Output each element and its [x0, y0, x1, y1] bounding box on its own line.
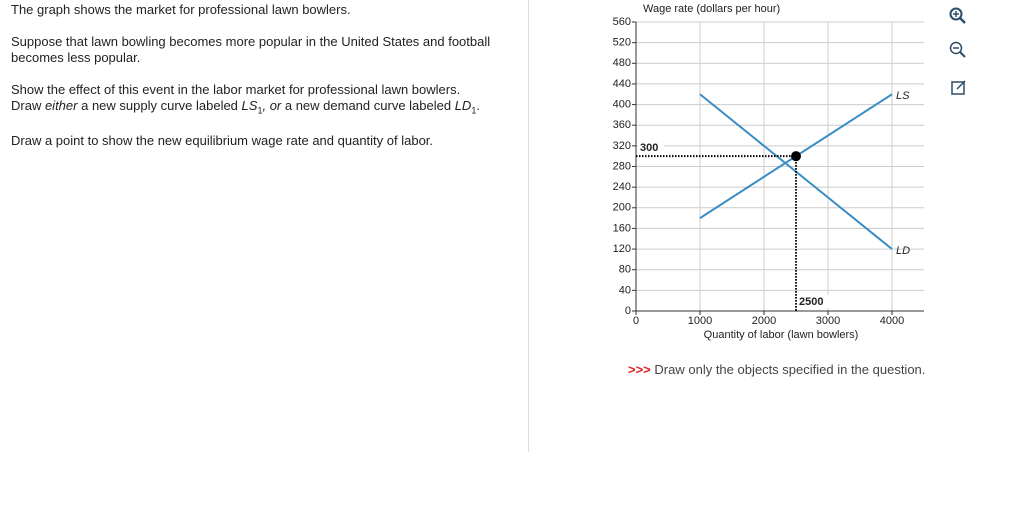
- y-tick-label: 480: [613, 57, 631, 69]
- x-axis-title: Quantity of labor (lawn bowlers): [704, 329, 859, 341]
- point-y-label: 300: [640, 142, 658, 154]
- divider: [528, 0, 529, 452]
- t: 1: [257, 105, 263, 116]
- task-line: Show the effect of this event in the lab…: [11, 82, 461, 97]
- footer-text: Draw only the objects specified in the q…: [654, 362, 926, 377]
- y-tick-label: 400: [613, 98, 631, 110]
- zoom-in[interactable]: [949, 7, 966, 24]
- event: Suppose that lawn bowling becomes more p…: [11, 34, 491, 65]
- label-bg: [797, 295, 831, 308]
- y-tick-label: 200: [613, 202, 631, 214]
- y-tick-label: 0: [625, 305, 631, 317]
- x-tick-label: 2000: [752, 315, 776, 327]
- label-bg: [638, 141, 664, 155]
- x-tick-label: 0: [633, 315, 639, 327]
- y-tick-label: 520: [613, 37, 631, 49]
- y-tick-label: 360: [613, 119, 631, 131]
- y-axis-title: Wage rate (dollars per hour): [643, 3, 780, 15]
- x-tick-label: 4000: [880, 315, 904, 327]
- t: Draw: [11, 98, 45, 113]
- t: a new supply curve labeled: [77, 98, 242, 113]
- equilibrium-point: [791, 151, 801, 162]
- intro: The graph shows the market for professio…: [11, 2, 351, 17]
- y-tick-label: 80: [619, 264, 631, 276]
- point-x-label: 2500: [799, 296, 823, 308]
- y-tick-label: 120: [613, 243, 631, 255]
- task: Show the effect of this event in the lab…: [11, 82, 511, 119]
- task-line: Draw either a new supply curve labeled L…: [11, 98, 511, 119]
- popout[interactable]: [951, 80, 966, 95]
- t: or: [266, 98, 282, 113]
- t: ,: [262, 98, 267, 113]
- t: LS: [241, 98, 258, 113]
- y-tick-label: 320: [613, 140, 631, 152]
- y-tick-label: 440: [613, 78, 631, 90]
- curve-label: LS: [896, 90, 910, 102]
- t: 1: [471, 105, 477, 116]
- x-tick-label: 3000: [816, 315, 840, 327]
- y-tick-label: 160: [613, 222, 631, 234]
- y-tick-label: 40: [619, 284, 631, 296]
- marker: >>>: [628, 362, 651, 377]
- zoom-out[interactable]: [949, 41, 966, 58]
- x-tick-label: 1000: [688, 315, 712, 327]
- y-tick-label: 240: [613, 181, 631, 193]
- curve-label: LD: [896, 245, 910, 257]
- task3: Draw a point to show the new equilibrium…: [11, 133, 434, 148]
- y-tick-label: 280: [613, 160, 631, 172]
- y-tick-label: 560: [613, 16, 631, 28]
- footer: >>> Draw only the objects specified in t…: [628, 362, 925, 377]
- t: a new demand curve labeled: [281, 98, 455, 113]
- t: either: [44, 98, 78, 113]
- t: LD: [454, 98, 472, 113]
- t: .: [476, 98, 480, 113]
